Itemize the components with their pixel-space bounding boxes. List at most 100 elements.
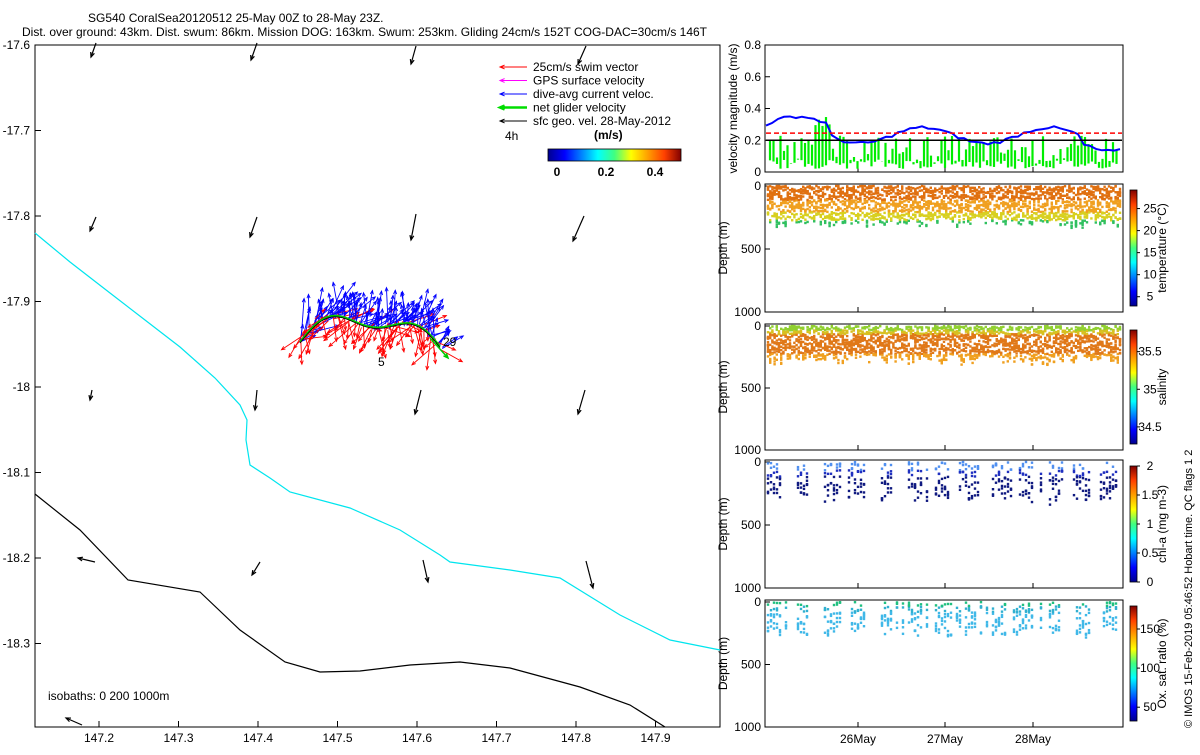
profile-point bbox=[945, 212, 947, 214]
profile-point bbox=[982, 208, 984, 210]
profile-point bbox=[943, 197, 945, 199]
profile-point bbox=[844, 352, 846, 354]
profile-point bbox=[817, 197, 819, 199]
profile-point bbox=[1020, 196, 1022, 198]
profile-point bbox=[1077, 190, 1079, 192]
profile-point bbox=[1051, 210, 1053, 212]
profile-point bbox=[1053, 361, 1055, 363]
profile-point bbox=[1040, 205, 1042, 207]
profile-point bbox=[941, 192, 943, 194]
profile-point bbox=[996, 335, 998, 337]
profile-point bbox=[903, 197, 905, 199]
profile-point bbox=[1048, 218, 1050, 220]
profile-point bbox=[910, 206, 912, 208]
profile-point bbox=[857, 336, 859, 338]
profile-point bbox=[877, 337, 879, 339]
profile-point bbox=[989, 188, 991, 190]
profile-point bbox=[886, 206, 888, 208]
profile-point bbox=[1026, 339, 1028, 341]
profile-point bbox=[1097, 199, 1099, 201]
profile-point bbox=[1009, 190, 1011, 192]
map-frame bbox=[35, 45, 720, 727]
profile-point bbox=[1103, 189, 1105, 191]
profile-point bbox=[947, 343, 949, 345]
profile-point bbox=[1081, 209, 1083, 211]
profile-point bbox=[842, 341, 844, 343]
profile-point bbox=[1095, 221, 1097, 223]
profile-point bbox=[809, 196, 811, 198]
profile-point bbox=[798, 358, 800, 360]
profile-point bbox=[844, 203, 846, 205]
profile-point bbox=[1086, 216, 1088, 218]
profile-point bbox=[784, 225, 786, 227]
profile-point bbox=[888, 340, 890, 342]
profile-point bbox=[846, 346, 848, 348]
profile-point bbox=[1029, 188, 1031, 190]
profile-point bbox=[996, 352, 998, 354]
profile-point bbox=[769, 200, 771, 202]
profile-point bbox=[831, 198, 833, 200]
profile-point bbox=[936, 189, 938, 191]
profile-point bbox=[859, 197, 861, 199]
profile-point bbox=[1044, 205, 1046, 207]
profile-point bbox=[930, 203, 932, 205]
profile-point bbox=[974, 350, 976, 352]
profile-point bbox=[809, 352, 811, 354]
profile-point bbox=[1035, 209, 1037, 211]
profile-point bbox=[1040, 349, 1042, 351]
profile-point bbox=[1035, 331, 1037, 333]
profile-point bbox=[780, 212, 782, 214]
profile-point bbox=[1077, 187, 1079, 189]
profile-point bbox=[1022, 203, 1024, 205]
profile-point bbox=[963, 189, 965, 191]
profile-point bbox=[835, 329, 837, 331]
profile-point bbox=[903, 333, 905, 335]
profile-point bbox=[1048, 359, 1050, 361]
profile-point bbox=[956, 226, 958, 228]
profile-point bbox=[1007, 333, 1009, 335]
profile-point bbox=[1007, 196, 1009, 198]
profile-point bbox=[1055, 192, 1057, 194]
profile-point bbox=[861, 185, 863, 187]
profile-point bbox=[989, 339, 991, 341]
profile-point bbox=[776, 217, 778, 219]
profile-point bbox=[800, 344, 802, 346]
profile-point bbox=[846, 189, 848, 191]
profile-point bbox=[815, 202, 817, 204]
profile-point bbox=[1084, 190, 1086, 192]
profile-point bbox=[1057, 200, 1059, 202]
profile-point bbox=[809, 193, 811, 195]
profile-point bbox=[883, 350, 885, 352]
profile-point bbox=[897, 222, 899, 224]
profile-point bbox=[789, 210, 791, 212]
profile-point bbox=[996, 331, 998, 333]
profile-point bbox=[782, 222, 784, 224]
profile-point bbox=[980, 211, 982, 213]
profile-point bbox=[1022, 343, 1024, 345]
profile-point bbox=[1053, 207, 1055, 209]
profile-point bbox=[782, 212, 784, 214]
profile-point bbox=[771, 207, 773, 209]
profile-point bbox=[837, 199, 839, 201]
profile-point bbox=[932, 207, 934, 209]
profile-point bbox=[798, 325, 800, 327]
profile-point bbox=[1066, 218, 1068, 220]
profile-point bbox=[1084, 220, 1086, 222]
profile-point bbox=[1042, 356, 1044, 358]
profile-point bbox=[1099, 209, 1101, 211]
profile-point bbox=[905, 332, 907, 334]
profile-point bbox=[1026, 217, 1028, 219]
profile-point bbox=[905, 205, 907, 207]
profile-point bbox=[1020, 223, 1022, 225]
profile-point bbox=[943, 334, 945, 336]
profile-point bbox=[1097, 201, 1099, 203]
profile-point bbox=[842, 343, 844, 345]
map-colorbar-tick-label: 0.4 bbox=[647, 165, 664, 179]
profile-point bbox=[767, 350, 769, 352]
profile-point bbox=[1079, 222, 1081, 224]
profile-point bbox=[1026, 327, 1028, 329]
profile-point bbox=[921, 344, 923, 346]
profile-point bbox=[866, 342, 868, 344]
profile-point bbox=[890, 199, 892, 201]
